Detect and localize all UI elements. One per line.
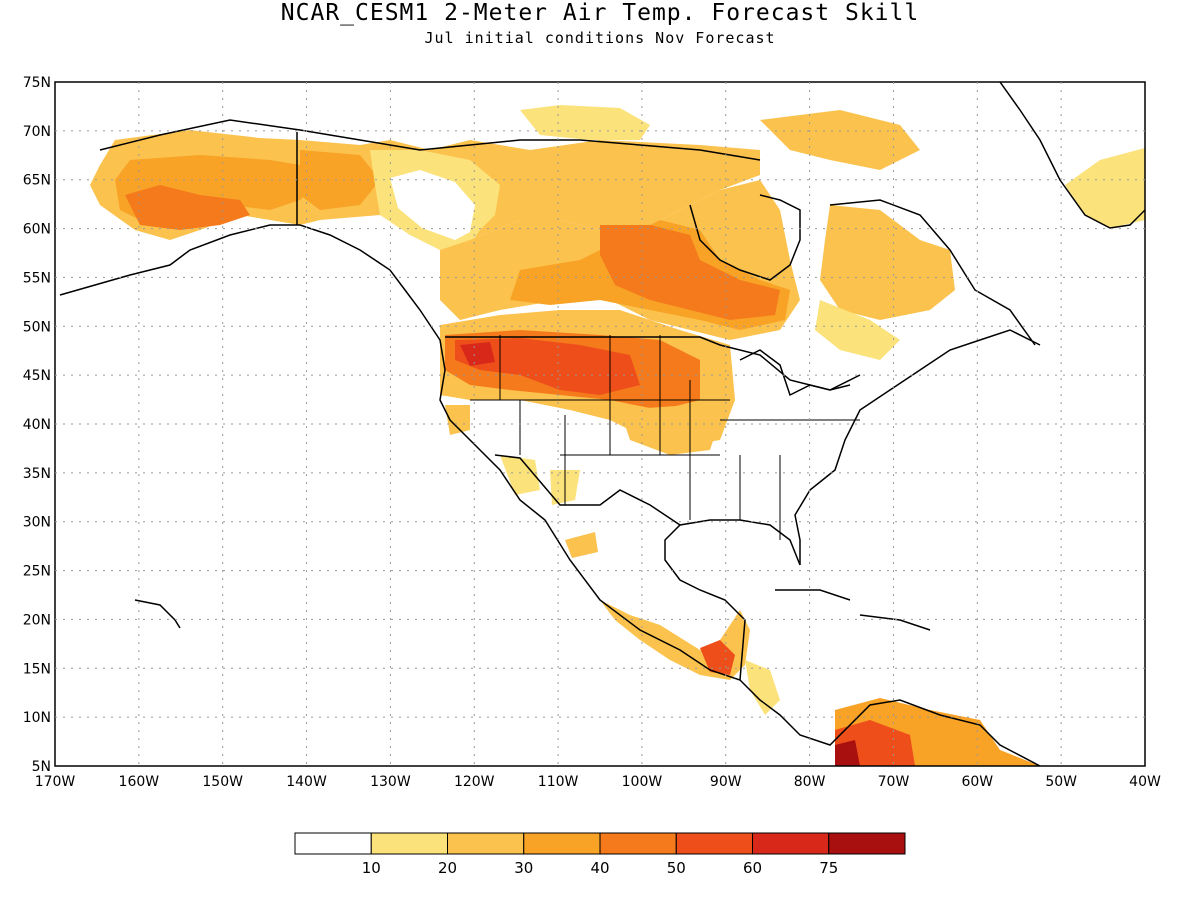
coastline-greenland <box>999 82 1145 229</box>
lat-tick-label: 50N <box>23 319 51 335</box>
skill-region-yukon <box>300 150 380 210</box>
lon-tick-label: 70W <box>878 774 910 790</box>
coastline-gulf <box>664 519 801 681</box>
lon-tick-label: 160W <box>119 774 160 790</box>
coastline-north-america <box>59 224 1041 766</box>
skill-region-midwest <box>620 405 720 455</box>
lon-tick-label: 110W <box>538 774 579 790</box>
skill-region-alaska-core <box>125 185 250 230</box>
lat-tick-label: 75N <box>23 75 51 91</box>
colorbar-label: 30 <box>514 859 533 877</box>
skill-region-nwt-light <box>370 150 500 250</box>
colorbar-swatch <box>370 832 448 855</box>
land-outline <box>59 82 1145 766</box>
colorbar-label: 10 <box>362 859 381 877</box>
map-title: NCAR_CESM1 2-Meter Air Temp. Forecast Sk… <box>280 0 920 26</box>
great-lakes <box>739 349 851 397</box>
skill-region-arizona <box>500 455 540 495</box>
colorbar-swatch <box>828 832 906 855</box>
lat-tick-label: 35N <box>23 466 51 482</box>
state-lines <box>470 335 860 540</box>
skill-field <box>90 105 1145 766</box>
coastline-labrador <box>829 199 1036 346</box>
colorbar-swatch <box>599 832 677 855</box>
colorbar-swatch <box>294 832 372 855</box>
lat-tick-label: 65N <box>23 173 51 189</box>
lon-tick-label: 80W <box>794 774 826 790</box>
lat-axis: 75N 70N 65N 60N 55N 50N 45N 40N 35N 30N 25N 20N 15N 1… <box>23 75 51 775</box>
lon-tick-label: 140W <box>286 774 327 790</box>
caribbean-islands <box>775 589 931 631</box>
lat-tick-label: 45N <box>23 368 51 384</box>
lat-tick-label: 40N <box>23 417 51 433</box>
colorbar-label: 20 <box>438 859 457 877</box>
colorbar-swatch <box>523 832 601 855</box>
coastline-east <box>794 329 1041 565</box>
lat-tick-label: 25N <box>23 564 51 580</box>
skill-region-quebec <box>820 205 955 320</box>
skill-region-manitoba <box>600 225 780 320</box>
skill-region-quebec-light <box>815 300 900 360</box>
lon-tick-label: 90W <box>710 774 742 790</box>
gridlines <box>55 82 1145 766</box>
lon-tick-label: 170W <box>35 774 76 790</box>
skill-region-northern-plains-core <box>455 338 640 395</box>
lat-tick-label: 20N <box>23 612 51 628</box>
skill-region-mexico-n <box>565 532 598 558</box>
colorbar-swatch <box>752 832 830 855</box>
skill-region-nwt-gap <box>385 168 480 245</box>
colorbar-label: 60 <box>743 859 762 877</box>
skill-region-greenland <box>1065 148 1145 228</box>
map-subtitle: Jul initial conditions Nov Forecast <box>424 29 776 47</box>
colorbar-label: 75 <box>819 859 838 877</box>
skill-region-central-am <box>745 660 780 715</box>
lon-tick-label: 60W <box>961 774 993 790</box>
coastline-hudson <box>689 194 801 281</box>
lon-tick-label: 130W <box>370 774 411 790</box>
lat-tick-label: 10N <box>23 710 51 726</box>
skill-region-colombia-max <box>835 740 860 766</box>
lon-tick-label: 120W <box>454 774 495 790</box>
skill-region-oregon-core <box>460 342 495 366</box>
lat-tick-label: 60N <box>23 222 51 238</box>
skill-region-arctic-2 <box>760 110 920 170</box>
border-us-mexico <box>494 454 681 526</box>
lon-tick-label: 100W <box>622 774 663 790</box>
colorbar-swatch <box>447 832 525 855</box>
lon-tick-label: 40W <box>1129 774 1161 790</box>
lat-tick-label: 55N <box>23 270 51 286</box>
coastline-arctic <box>99 119 761 161</box>
skill-region-nevada <box>445 405 470 435</box>
lat-tick-label: 15N <box>23 661 51 677</box>
lon-axis: 170W 160W 150W 140W 130W 120W 110W 100W 90W 80W 70… <box>35 774 1161 790</box>
colorbar-label: 40 <box>590 859 609 877</box>
lon-tick-label: 50W <box>1045 774 1077 790</box>
colorbar: 10 20 30 40 50 60 75 <box>294 832 906 877</box>
lat-tick-label: 5N <box>32 759 51 775</box>
lat-tick-label: 70N <box>23 124 51 140</box>
colorbar-swatch <box>675 832 753 855</box>
colorbar-label: 50 <box>667 859 686 877</box>
lon-tick-label: 150W <box>202 774 243 790</box>
lat-tick-label: 30N <box>23 515 51 531</box>
hawaii <box>134 599 181 629</box>
